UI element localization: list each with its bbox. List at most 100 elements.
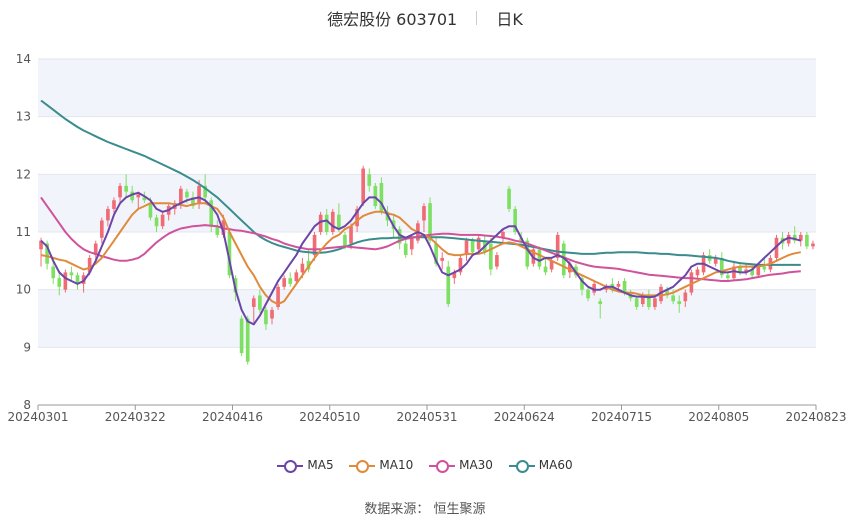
candle-body — [337, 214, 341, 230]
candle-body — [300, 263, 305, 273]
candle-body — [495, 255, 499, 267]
ma5-line — [40, 191, 802, 326]
candle-body — [561, 243, 566, 276]
legend-item-ma60[interactable]: MA60 — [508, 458, 573, 473]
candle-body — [586, 289, 590, 299]
candle-body — [665, 289, 669, 296]
candle-body — [136, 194, 141, 198]
candle-body — [118, 185, 122, 198]
candle-body — [239, 318, 244, 354]
legend-label-ma30: MA30 — [459, 458, 493, 473]
candle-body — [464, 240, 469, 256]
candle-body — [361, 168, 366, 204]
candle-body — [294, 272, 299, 282]
candle-body — [403, 243, 408, 256]
candle-body — [726, 275, 730, 279]
candle-body — [39, 240, 43, 250]
x-tick-label: 20240823 — [785, 410, 846, 424]
candle-body — [51, 266, 56, 279]
candle-body — [689, 272, 694, 293]
candle-body — [215, 226, 220, 235]
candle-body — [179, 188, 183, 204]
grid-band — [38, 59, 816, 117]
y-tick-label: 8 — [23, 398, 31, 412]
y-tick-label: 9 — [23, 340, 31, 354]
candle-body — [549, 260, 554, 270]
candle-body — [555, 234, 560, 258]
candle-body — [45, 243, 49, 264]
candle-body — [513, 208, 517, 232]
candle-body — [458, 257, 463, 273]
candle-body — [209, 200, 214, 227]
candle-body — [373, 185, 378, 207]
candle-body — [537, 249, 542, 267]
candle-body — [93, 243, 98, 256]
candle-body — [379, 182, 384, 212]
chart-title-bar: 德宏股份 603701 日K — [0, 6, 850, 29]
x-tick-label: 20240624 — [494, 410, 555, 424]
candle-body — [428, 203, 432, 241]
candle-body — [470, 240, 475, 253]
candle-body — [87, 257, 92, 273]
candle-body — [160, 214, 165, 227]
candle-body — [604, 286, 609, 290]
candle-body — [452, 272, 457, 279]
x-tick-label: 20240322 — [105, 410, 166, 424]
candle-body — [756, 266, 761, 276]
y-tick-label: 13 — [16, 110, 31, 124]
candle-body — [422, 206, 426, 221]
candle-body — [75, 275, 80, 284]
legend-item-ma5[interactable]: MA5 — [277, 458, 334, 473]
candle-body — [318, 214, 323, 232]
candle-body — [750, 269, 755, 276]
candle-body — [154, 217, 159, 227]
candle-body — [288, 278, 293, 284]
candle-body — [568, 263, 572, 273]
grid-band — [38, 289, 816, 348]
candle-body — [258, 295, 262, 310]
candle-body — [786, 234, 791, 244]
candle-body — [312, 234, 317, 256]
candle-body — [634, 298, 639, 307]
candle-body — [324, 214, 329, 232]
candle-body — [69, 272, 74, 276]
legend-label-ma60: MA60 — [538, 458, 573, 473]
candle-body — [185, 191, 189, 198]
candle-body — [270, 309, 274, 319]
candle-body — [476, 237, 481, 250]
candle-body — [343, 234, 347, 247]
candle-body — [507, 188, 511, 209]
title-divider — [476, 11, 478, 25]
candle-body — [738, 266, 742, 273]
candle-body — [446, 266, 451, 305]
candle-body — [732, 266, 736, 279]
y-tick-label: 10 — [16, 283, 31, 297]
candle-body — [197, 185, 201, 204]
candle-body — [349, 226, 353, 244]
candle-body — [677, 301, 682, 305]
y-tick-label: 12 — [16, 167, 31, 181]
candle-body — [99, 220, 104, 238]
candle-body — [148, 203, 153, 218]
candle-body — [683, 292, 688, 302]
candle-body — [622, 281, 627, 293]
candle-body — [640, 295, 645, 305]
candle-body — [251, 298, 256, 307]
legend-item-ma10[interactable]: MA10 — [349, 458, 413, 473]
candle-body — [713, 257, 718, 264]
y-tick-label: 14 — [16, 52, 31, 66]
candle-body — [653, 298, 657, 307]
data-source: 数据来源： 恒生聚源 — [364, 502, 486, 517]
ma30-line — [40, 196, 801, 282]
legend-item-ma30[interactable]: MA30 — [429, 458, 493, 473]
candle-body — [647, 295, 651, 307]
candle-body — [124, 185, 128, 192]
candle-body — [106, 208, 110, 221]
candle-body — [57, 278, 62, 287]
candle-body — [744, 269, 748, 273]
candle-body — [282, 278, 286, 287]
candle-body — [440, 257, 445, 261]
x-tick-label: 20240805 — [688, 410, 749, 424]
x-tick-label: 20240531 — [396, 410, 457, 424]
